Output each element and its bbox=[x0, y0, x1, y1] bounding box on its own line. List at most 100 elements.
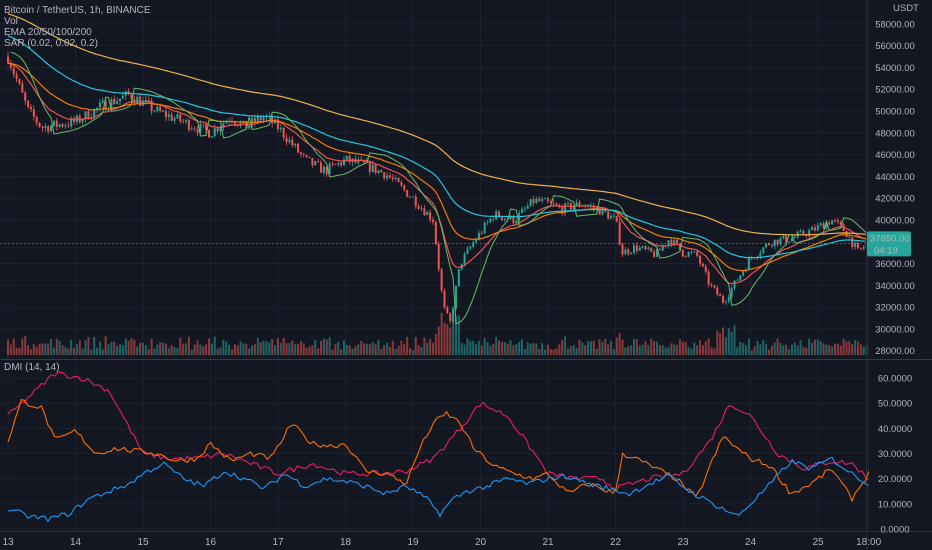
symbol-title[interactable]: Bitcoin / TetherUS, 1h, BINANCE bbox=[4, 5, 151, 16]
time-tick-label: 14 bbox=[70, 537, 82, 548]
dmi-adx-line bbox=[7, 399, 870, 503]
volume-bar bbox=[552, 349, 555, 355]
candle-body bbox=[150, 100, 153, 112]
volume-bar bbox=[719, 333, 722, 355]
time-tick-label: 25 bbox=[812, 537, 824, 548]
candle-body bbox=[340, 162, 343, 166]
vol-label[interactable]: Vol bbox=[4, 16, 18, 27]
volume-bar bbox=[624, 347, 627, 355]
candle-body bbox=[196, 129, 199, 133]
dmi-legend: DMI (14, 14) bbox=[4, 362, 60, 373]
ema-50-line bbox=[7, 62, 867, 272]
candle-body bbox=[84, 111, 87, 120]
candle-body bbox=[297, 143, 300, 153]
candle-body bbox=[38, 122, 41, 127]
volume-bar bbox=[724, 337, 727, 355]
candle-body bbox=[733, 280, 736, 289]
candle-body bbox=[618, 221, 621, 245]
volume-bar bbox=[383, 345, 386, 355]
volume-bar bbox=[136, 346, 139, 355]
volume-bar bbox=[538, 349, 541, 355]
volume-bar bbox=[561, 339, 564, 355]
volume-bar bbox=[87, 336, 90, 355]
volume-bar bbox=[411, 350, 414, 355]
sar-label[interactable]: SAR (0.02, 0.02, 0.2) bbox=[4, 38, 98, 49]
candle-body bbox=[811, 227, 814, 231]
volume-bar bbox=[55, 338, 58, 355]
volume-bar bbox=[187, 336, 190, 355]
volume-bar bbox=[802, 346, 805, 355]
ema-label[interactable]: EMA 20/50/100/200 bbox=[4, 27, 92, 38]
candle-body bbox=[607, 211, 610, 219]
candle-body bbox=[667, 240, 670, 246]
candle-body bbox=[759, 252, 762, 257]
volume-bar bbox=[477, 340, 480, 355]
volume-bar bbox=[498, 340, 501, 355]
candle-body bbox=[219, 127, 222, 132]
candle-body bbox=[434, 222, 437, 245]
volume-bar bbox=[460, 342, 463, 355]
volume-bar bbox=[90, 349, 93, 355]
candle-body bbox=[661, 246, 664, 251]
volume-bar bbox=[610, 340, 613, 355]
candle-body bbox=[678, 243, 681, 250]
candle-body bbox=[828, 222, 831, 225]
volume-bar bbox=[773, 342, 776, 355]
candle-body bbox=[592, 205, 595, 209]
candle-body bbox=[104, 100, 107, 111]
volume-bar bbox=[27, 345, 30, 355]
candle-body bbox=[834, 220, 837, 221]
candle-body bbox=[81, 119, 84, 123]
candle-body bbox=[782, 235, 785, 239]
candle-body bbox=[724, 301, 727, 303]
volume-bar bbox=[322, 338, 325, 355]
candle-body bbox=[736, 280, 739, 282]
candle-body bbox=[776, 239, 779, 245]
candle-body bbox=[233, 121, 236, 125]
volume-bar bbox=[543, 349, 546, 355]
volume-bar bbox=[113, 341, 116, 355]
candle-body bbox=[767, 243, 770, 245]
volume-bar bbox=[164, 343, 167, 355]
candle-body bbox=[825, 222, 828, 229]
candle-body bbox=[70, 118, 73, 127]
volume-bar bbox=[756, 340, 759, 355]
price-tick-label: 58000.00 bbox=[875, 19, 915, 30]
candle-body bbox=[291, 139, 294, 146]
candle-body bbox=[133, 99, 136, 104]
volume-bar bbox=[555, 348, 558, 355]
volume-bar bbox=[578, 339, 581, 355]
candle-body bbox=[299, 152, 302, 155]
candle-body bbox=[684, 256, 687, 257]
candle-body bbox=[342, 159, 345, 166]
candle-body bbox=[41, 126, 44, 129]
candle-body bbox=[610, 215, 613, 219]
candle-body bbox=[747, 258, 750, 270]
candle-body bbox=[446, 307, 449, 314]
volume-bar bbox=[81, 348, 84, 355]
candle-body bbox=[813, 227, 816, 231]
time-tick-label: 18:00 bbox=[856, 537, 881, 548]
volume-bar bbox=[632, 339, 636, 355]
dmi-label[interactable]: DMI (14, 14) bbox=[4, 362, 60, 373]
volume-bar bbox=[696, 345, 699, 355]
volume-bar bbox=[271, 338, 274, 355]
volume-bar bbox=[70, 339, 73, 355]
volume-bar bbox=[319, 340, 323, 355]
volume-bar bbox=[202, 346, 205, 355]
candle-body bbox=[32, 109, 35, 117]
candle-body bbox=[854, 242, 857, 248]
volume-bar bbox=[242, 343, 245, 355]
last-price-value: 37850.00 bbox=[870, 233, 910, 244]
volume-bar bbox=[851, 344, 854, 355]
volume-bar bbox=[713, 348, 716, 355]
volume-bar bbox=[664, 347, 667, 355]
candle-body bbox=[819, 223, 822, 226]
volume-bar bbox=[707, 338, 710, 355]
volume-bar bbox=[816, 339, 819, 355]
volume-bar bbox=[529, 343, 532, 355]
candle-body bbox=[655, 249, 658, 257]
volume-bar bbox=[584, 345, 587, 355]
